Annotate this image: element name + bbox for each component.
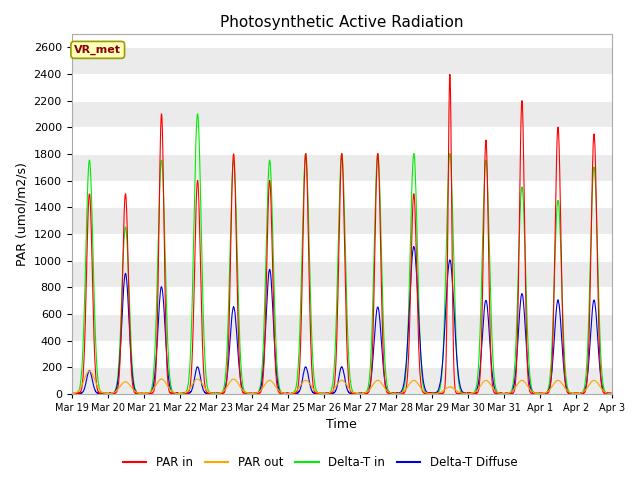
Delta-T Diffuse — [561, 374, 568, 380]
Delta-T in — [194, 111, 202, 117]
Legend: PAR in, PAR out, Delta-T in, Delta-T Diffuse: PAR in, PAR out, Delta-T in, Delta-T Dif… — [118, 452, 522, 474]
Bar — [72, 261, 612, 287]
Delta-T in — [575, 391, 583, 396]
Title: Photosynthetic Active Radiation: Photosynthetic Active Radiation — [220, 15, 463, 30]
Text: VR_met: VR_met — [74, 45, 121, 55]
PAR out — [576, 391, 584, 396]
PAR in — [446, 72, 454, 77]
Y-axis label: PAR (umol/m2/s): PAR (umol/m2/s) — [15, 162, 28, 266]
Line: Delta-T Diffuse: Delta-T Diffuse — [72, 246, 612, 394]
Delta-T in — [499, 390, 507, 396]
PAR in — [561, 372, 568, 378]
Bar — [72, 314, 612, 340]
Delta-T in — [607, 391, 615, 396]
Delta-T Diffuse — [68, 391, 76, 396]
PAR out — [499, 391, 507, 396]
PAR in — [69, 391, 77, 396]
Delta-T in — [561, 351, 568, 357]
PAR out — [561, 384, 568, 390]
Bar — [72, 47, 612, 74]
Bar — [72, 207, 612, 234]
PAR out — [68, 391, 76, 396]
Delta-T in — [608, 391, 616, 396]
PAR in — [68, 390, 76, 396]
Delta-T Diffuse — [410, 243, 417, 249]
X-axis label: Time: Time — [326, 419, 357, 432]
Delta-T Diffuse — [499, 391, 507, 396]
PAR in — [608, 391, 616, 396]
Line: PAR in: PAR in — [72, 74, 612, 394]
Delta-T Diffuse — [358, 391, 365, 396]
PAR out — [463, 391, 471, 396]
PAR in — [576, 391, 584, 396]
PAR out — [608, 391, 616, 396]
PAR out — [219, 389, 227, 395]
Bar — [72, 101, 612, 127]
PAR out — [358, 391, 365, 396]
Bar — [72, 154, 612, 180]
Delta-T in — [369, 287, 377, 293]
PAR in — [219, 390, 227, 396]
Delta-T Diffuse — [576, 391, 584, 396]
Delta-T Diffuse — [608, 391, 616, 396]
Delta-T in — [219, 388, 227, 394]
PAR in — [358, 391, 365, 396]
PAR out — [369, 382, 377, 387]
Bar — [72, 367, 612, 394]
PAR in — [499, 391, 507, 396]
Delta-T in — [68, 391, 76, 396]
Delta-T Diffuse — [219, 390, 227, 396]
Line: PAR out: PAR out — [72, 371, 612, 394]
Delta-T Diffuse — [369, 353, 377, 359]
PAR in — [369, 326, 377, 332]
Line: Delta-T in: Delta-T in — [72, 114, 612, 394]
Delta-T Diffuse — [177, 391, 185, 396]
Delta-T in — [358, 391, 365, 396]
PAR out — [86, 368, 93, 374]
